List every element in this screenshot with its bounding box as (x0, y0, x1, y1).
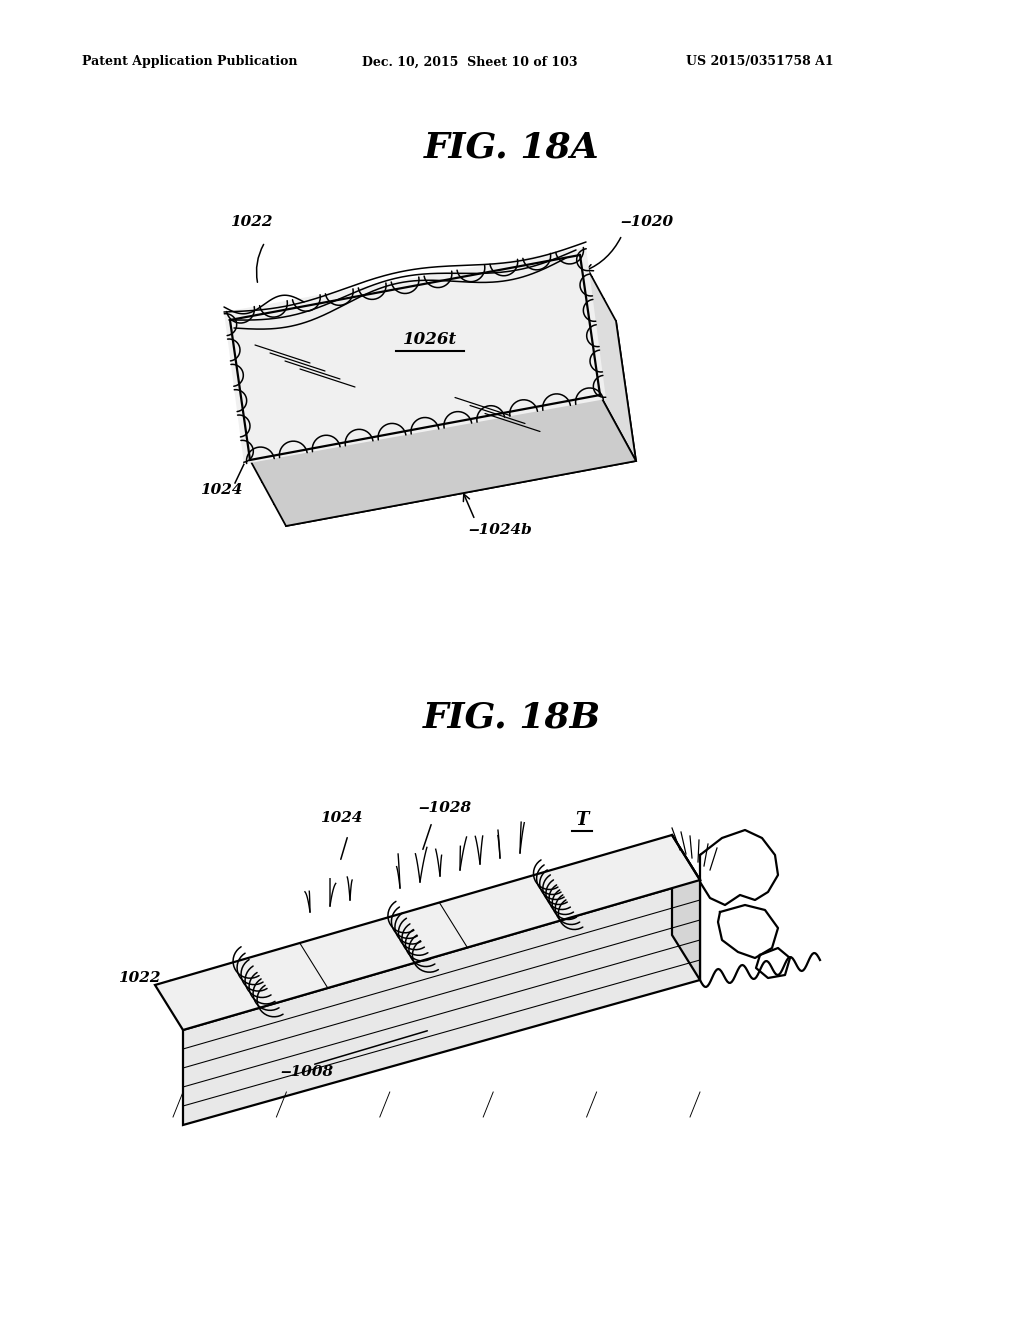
Text: 1022: 1022 (118, 972, 161, 985)
Polygon shape (224, 247, 606, 465)
Text: FIG. 18A: FIG. 18A (424, 131, 600, 165)
Polygon shape (580, 255, 636, 461)
Text: T: T (575, 810, 589, 829)
Text: 1024: 1024 (200, 483, 243, 498)
Text: Patent Application Publication: Patent Application Publication (82, 55, 298, 69)
Polygon shape (672, 836, 700, 979)
Text: ‒1024b: ‒1024b (468, 523, 531, 537)
Polygon shape (242, 277, 612, 482)
Text: ‒1020: ‒1020 (620, 215, 673, 228)
Text: Dec. 10, 2015  Sheet 10 of 103: Dec. 10, 2015 Sheet 10 of 103 (362, 55, 578, 69)
Text: 1026t: 1026t (402, 331, 457, 348)
Text: 1022: 1022 (230, 215, 272, 228)
Polygon shape (250, 395, 636, 525)
Text: 1024: 1024 (319, 810, 362, 825)
Text: ‒1028: ‒1028 (418, 801, 471, 814)
Text: ‒1008: ‒1008 (280, 1065, 333, 1078)
Polygon shape (254, 300, 624, 504)
Polygon shape (155, 836, 700, 1030)
Text: FIG. 18B: FIG. 18B (423, 701, 601, 735)
Polygon shape (230, 255, 600, 459)
Polygon shape (266, 321, 636, 525)
Polygon shape (183, 880, 700, 1125)
Text: US 2015/0351758 A1: US 2015/0351758 A1 (686, 55, 834, 69)
